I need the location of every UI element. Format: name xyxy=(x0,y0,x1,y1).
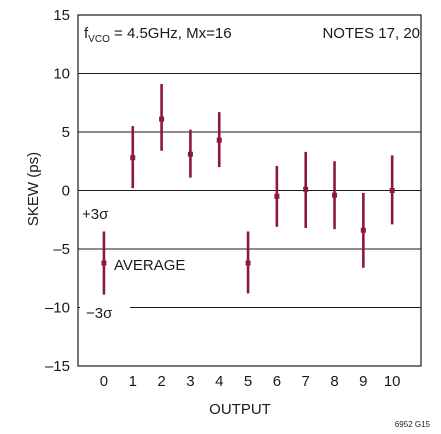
y-tick-label: 10 xyxy=(53,66,70,83)
minus3sigma-label: −3σ xyxy=(86,305,113,322)
average-label: AVERAGE xyxy=(114,257,185,274)
condition-f: f xyxy=(84,25,89,42)
average-marker-8 xyxy=(332,192,338,198)
x-tick-label: 5 xyxy=(244,373,252,390)
x-tick-label: 3 xyxy=(186,373,194,390)
condition-subscript: VCO xyxy=(88,34,110,45)
y-tick-label: –15 xyxy=(45,358,70,375)
x-tick-label: 9 xyxy=(359,373,367,390)
x-tick-label: 10 xyxy=(384,373,401,390)
figure-id: 6952 G15 xyxy=(395,420,431,429)
average-marker-3 xyxy=(187,151,193,157)
y-tick-label: –5 xyxy=(53,241,70,258)
condition-annotation: fVCO = 4.5GHz, Mx=16 xyxy=(84,25,232,45)
average-marker-10 xyxy=(389,188,395,193)
x-tick-label: 1 xyxy=(129,373,137,390)
average-marker-9 xyxy=(360,227,366,233)
x-tick-label: 6 xyxy=(273,373,281,390)
x-tick-label: 2 xyxy=(157,373,165,390)
y-tick-label: 0 xyxy=(62,183,70,200)
y-tick-label: 15 xyxy=(53,7,70,24)
condition-rest: = 4.5GHz, Mx=16 xyxy=(110,25,232,42)
plot-frame xyxy=(77,14,422,367)
x-tick-labels: 0 1 2 3 4 5 6 7 8 9 10 xyxy=(100,373,401,390)
minus3sigma-label-bg xyxy=(80,299,130,323)
average-marker-4 xyxy=(216,137,222,143)
average-label-bg xyxy=(111,252,191,276)
error-bars xyxy=(101,84,395,295)
y-tick-label: 5 xyxy=(62,124,70,141)
x-tick-label: 4 xyxy=(215,373,223,390)
notes-annotation: NOTES 17, 20 xyxy=(322,25,420,42)
y-axis-label: SKEW (ps) xyxy=(25,152,42,226)
x-tick-label: 8 xyxy=(330,373,338,390)
x-tick-label: 7 xyxy=(302,373,310,390)
x-tick-label: 0 xyxy=(100,373,108,390)
average-marker-2 xyxy=(159,116,165,122)
average-marker-7 xyxy=(303,186,309,192)
y-tick-labels: 15 10 5 0 –5 –10 –15 xyxy=(45,7,70,375)
average-marker-5 xyxy=(245,260,251,266)
plus3sigma-label-bg xyxy=(79,201,135,225)
y-tick-label: –10 xyxy=(45,300,70,317)
average-marker-6 xyxy=(274,193,280,199)
plus3sigma-label: +3σ xyxy=(82,206,109,223)
x-axis-label: OUTPUT xyxy=(209,401,271,418)
average-marker-1 xyxy=(130,155,136,161)
average-marker-0 xyxy=(101,260,107,266)
